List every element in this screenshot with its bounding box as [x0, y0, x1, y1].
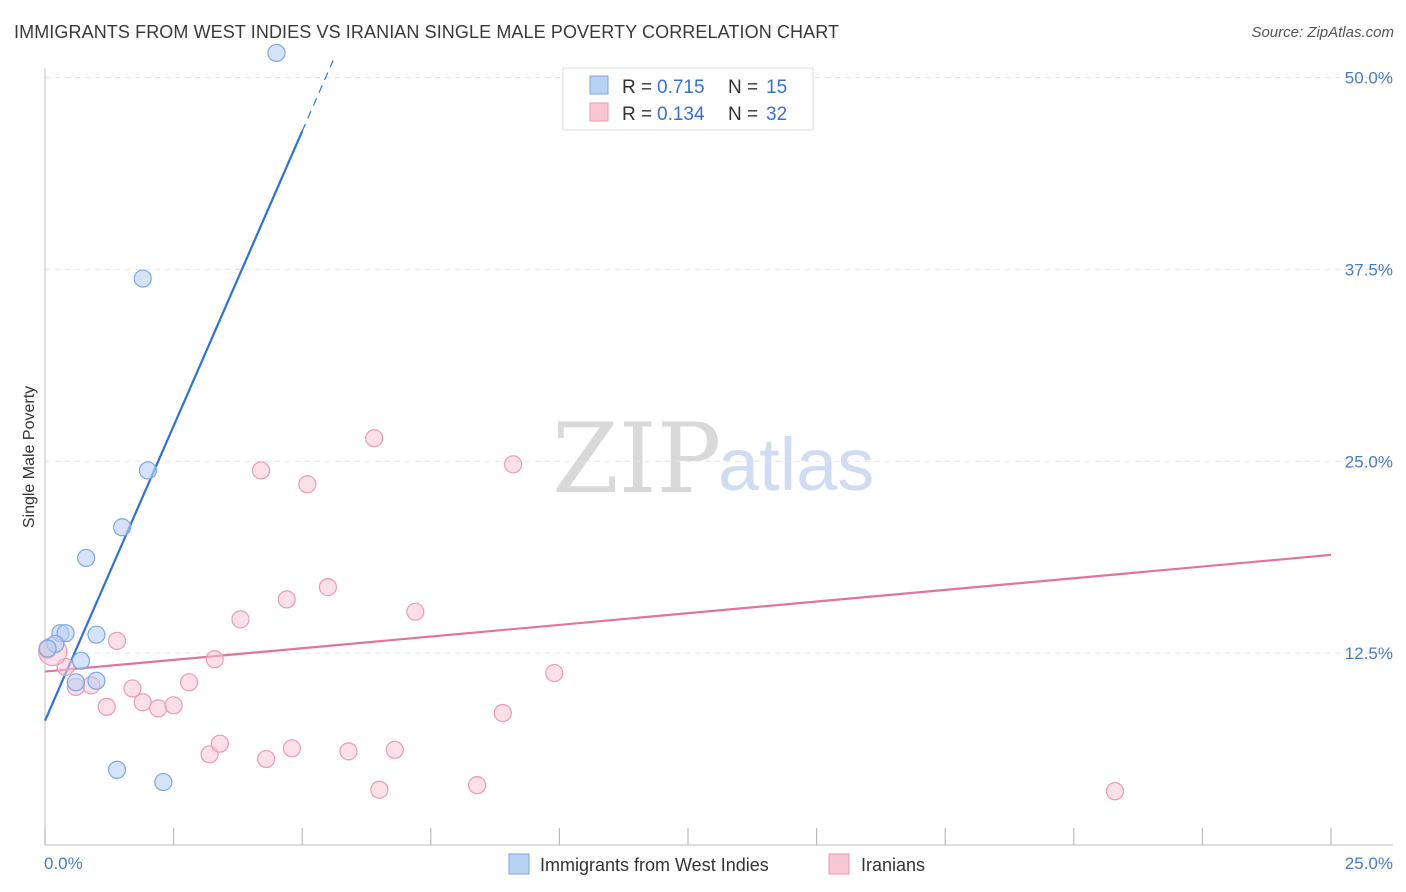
iranians-point [257, 749, 276, 769]
iranians-point [545, 663, 564, 683]
west-indies-point [38, 639, 57, 658]
y-tick-label-1: 25.0% [1345, 452, 1393, 471]
bottom-swatch-west-indies [508, 853, 530, 875]
gridlines [45, 77, 1393, 654]
iranians-point [282, 739, 302, 758]
west-indies-point [133, 269, 152, 288]
legend-r-value-1: 0.715 [657, 77, 705, 98]
iranians-point [231, 610, 250, 629]
iranians-point [123, 679, 142, 698]
west-indies-point [107, 760, 127, 779]
watermark-zip: ZIP [552, 403, 721, 515]
west-indies-point [71, 651, 91, 670]
bottom-legend-west-indies: Immigrants from West Indies [540, 855, 769, 875]
iranians-point [210, 734, 229, 753]
trend-lines [43, 60, 1332, 722]
west-indies-point [66, 673, 85, 692]
chart-title: IMMIGRANTS FROM WEST INDIES VS IRANIAN S… [14, 22, 840, 42]
legend-n-label-2: N = [728, 104, 758, 125]
y-axis-label: Single Male Poverty [21, 386, 38, 528]
y-tick-label-0: 12.5% [1345, 644, 1393, 663]
legend-n-value-1: 15 [766, 77, 787, 98]
watermark-atlas: atlas [718, 423, 874, 506]
bottom-legend-iranians: Iranians [861, 855, 925, 875]
source-label: Source: ZipAtlas.com [1251, 24, 1394, 41]
iranians-point [277, 590, 296, 609]
trend-line-west-indies-extension [301, 60, 334, 132]
iranians-point [133, 693, 152, 712]
iranians-point [365, 429, 384, 448]
x-tick-label-min: 0.0% [44, 854, 83, 873]
legend-n-value-2: 32 [766, 104, 787, 125]
west-indies-point [267, 43, 286, 63]
iranians-point [149, 699, 168, 718]
data-points [38, 43, 1125, 801]
legend-swatch-west-indies [589, 75, 609, 95]
iranians-point [1105, 782, 1125, 801]
series-legend: Immigrants from West Indies Iranians [508, 853, 925, 875]
iranians-point [251, 461, 271, 480]
iranians-point [339, 742, 358, 761]
iranians-point [298, 475, 317, 494]
legend-swatch-iranians [589, 102, 609, 122]
west-indies-point [154, 772, 173, 792]
y-tick-label-2: 37.5% [1345, 260, 1393, 279]
iranians-point [107, 631, 127, 650]
west-indies-point [138, 461, 157, 480]
iranians-point [318, 578, 338, 597]
legend-r-value-2: 0.134 [657, 104, 705, 125]
iranians-point [467, 776, 487, 795]
iranians-point [179, 673, 199, 692]
iranians-point [406, 602, 425, 621]
west-indies-point [87, 671, 106, 690]
iranians-point [164, 696, 183, 715]
legend-r-label-2: R = [622, 104, 652, 125]
west-indies-point [113, 518, 132, 537]
legend-r-label-1: R = [622, 77, 652, 98]
y-tick-labels: 12.5% 25.0% 37.5% 50.0% [1345, 69, 1393, 664]
iranians-point [205, 650, 224, 669]
iranians-point [504, 455, 523, 474]
axes [44, 68, 1393, 846]
bottom-swatch-iranians [828, 853, 850, 875]
iranians-point [370, 780, 389, 799]
x-tick-label-max: 25.0% [1345, 854, 1393, 873]
trend-line-iranians [44, 553, 1332, 673]
trend-line-west-indies [43, 130, 304, 722]
iranians-point [97, 697, 116, 716]
west-indies-point [77, 548, 96, 568]
iranians-point [493, 703, 512, 723]
iranians-point [385, 740, 404, 759]
legend-n-label-1: N = [728, 77, 758, 98]
stats-legend: R = 0.715 N = 15 R = 0.134 N = 32 [562, 67, 814, 131]
y-tick-label-3: 50.0% [1345, 69, 1393, 88]
west-indies-point [87, 625, 106, 644]
